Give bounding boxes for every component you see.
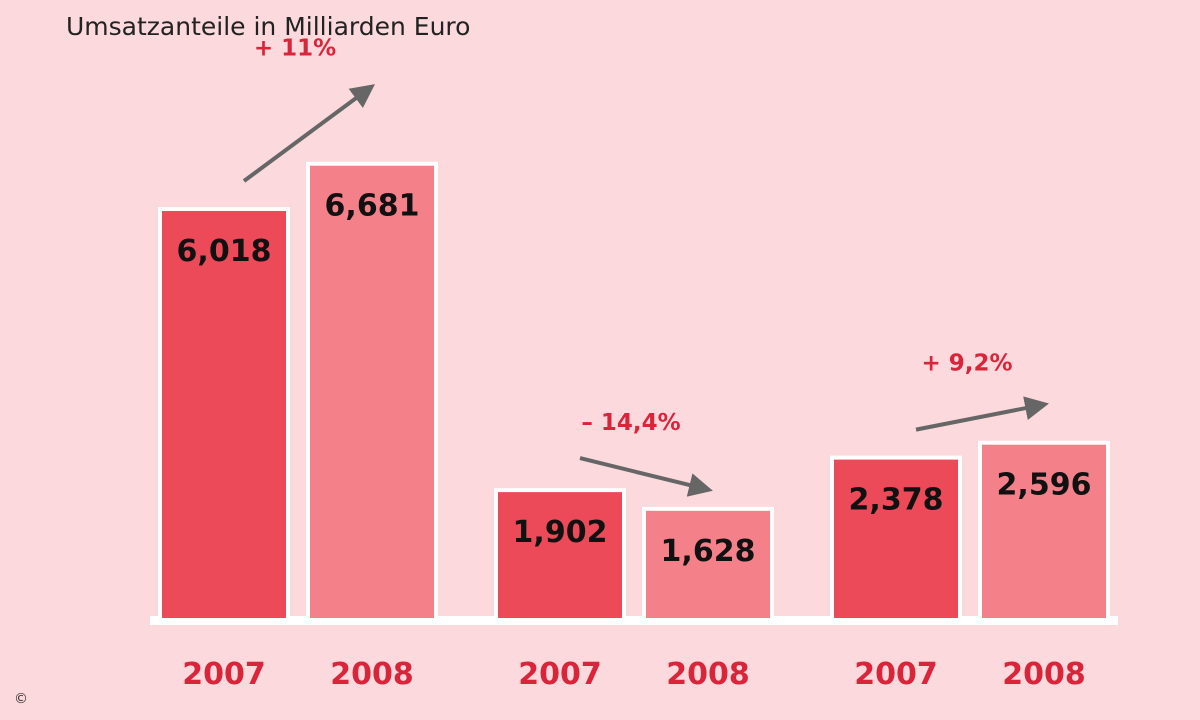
trend-arrow	[579, 456, 713, 497]
bar-value-label: 2,378	[849, 483, 944, 518]
chart-title: Umsatzanteile in Milliarden Euro	[66, 12, 470, 41]
trend-arrow	[242, 84, 376, 183]
bar-value-label: 1,902	[513, 515, 608, 550]
bar-3-2007	[830, 455, 962, 622]
change-label: + 9,2%	[921, 351, 1012, 377]
bar-value-label: 6,018	[177, 234, 272, 269]
year-label-2008: 2008	[1002, 657, 1086, 692]
change-label: + 11%	[254, 36, 336, 62]
bar-3-2008	[978, 440, 1110, 622]
bars-layer: 6,018 2007 6,681 2008 + 11% 1,902 2007 1,628 200…	[158, 36, 1110, 692]
bar-2-2008	[642, 506, 774, 623]
bar-1-2008	[306, 161, 438, 623]
year-label-2007: 2007	[518, 657, 602, 692]
year-label-2007: 2007	[854, 657, 938, 692]
baseline	[150, 616, 1118, 625]
bar-value-label: 2,596	[997, 468, 1092, 503]
copyright-text: ©	[14, 691, 28, 707]
bar-1-2007	[158, 207, 290, 622]
trend-arrow	[915, 396, 1049, 432]
year-label-2008: 2008	[330, 657, 414, 692]
bar-value-label: 6,681	[325, 189, 420, 224]
year-label-2008: 2008	[666, 657, 750, 692]
year-label-2007: 2007	[182, 657, 266, 692]
bar-2-2007	[494, 488, 626, 623]
change-label: – 14,4%	[581, 410, 680, 436]
bar-value-label: 1,628	[661, 534, 756, 569]
